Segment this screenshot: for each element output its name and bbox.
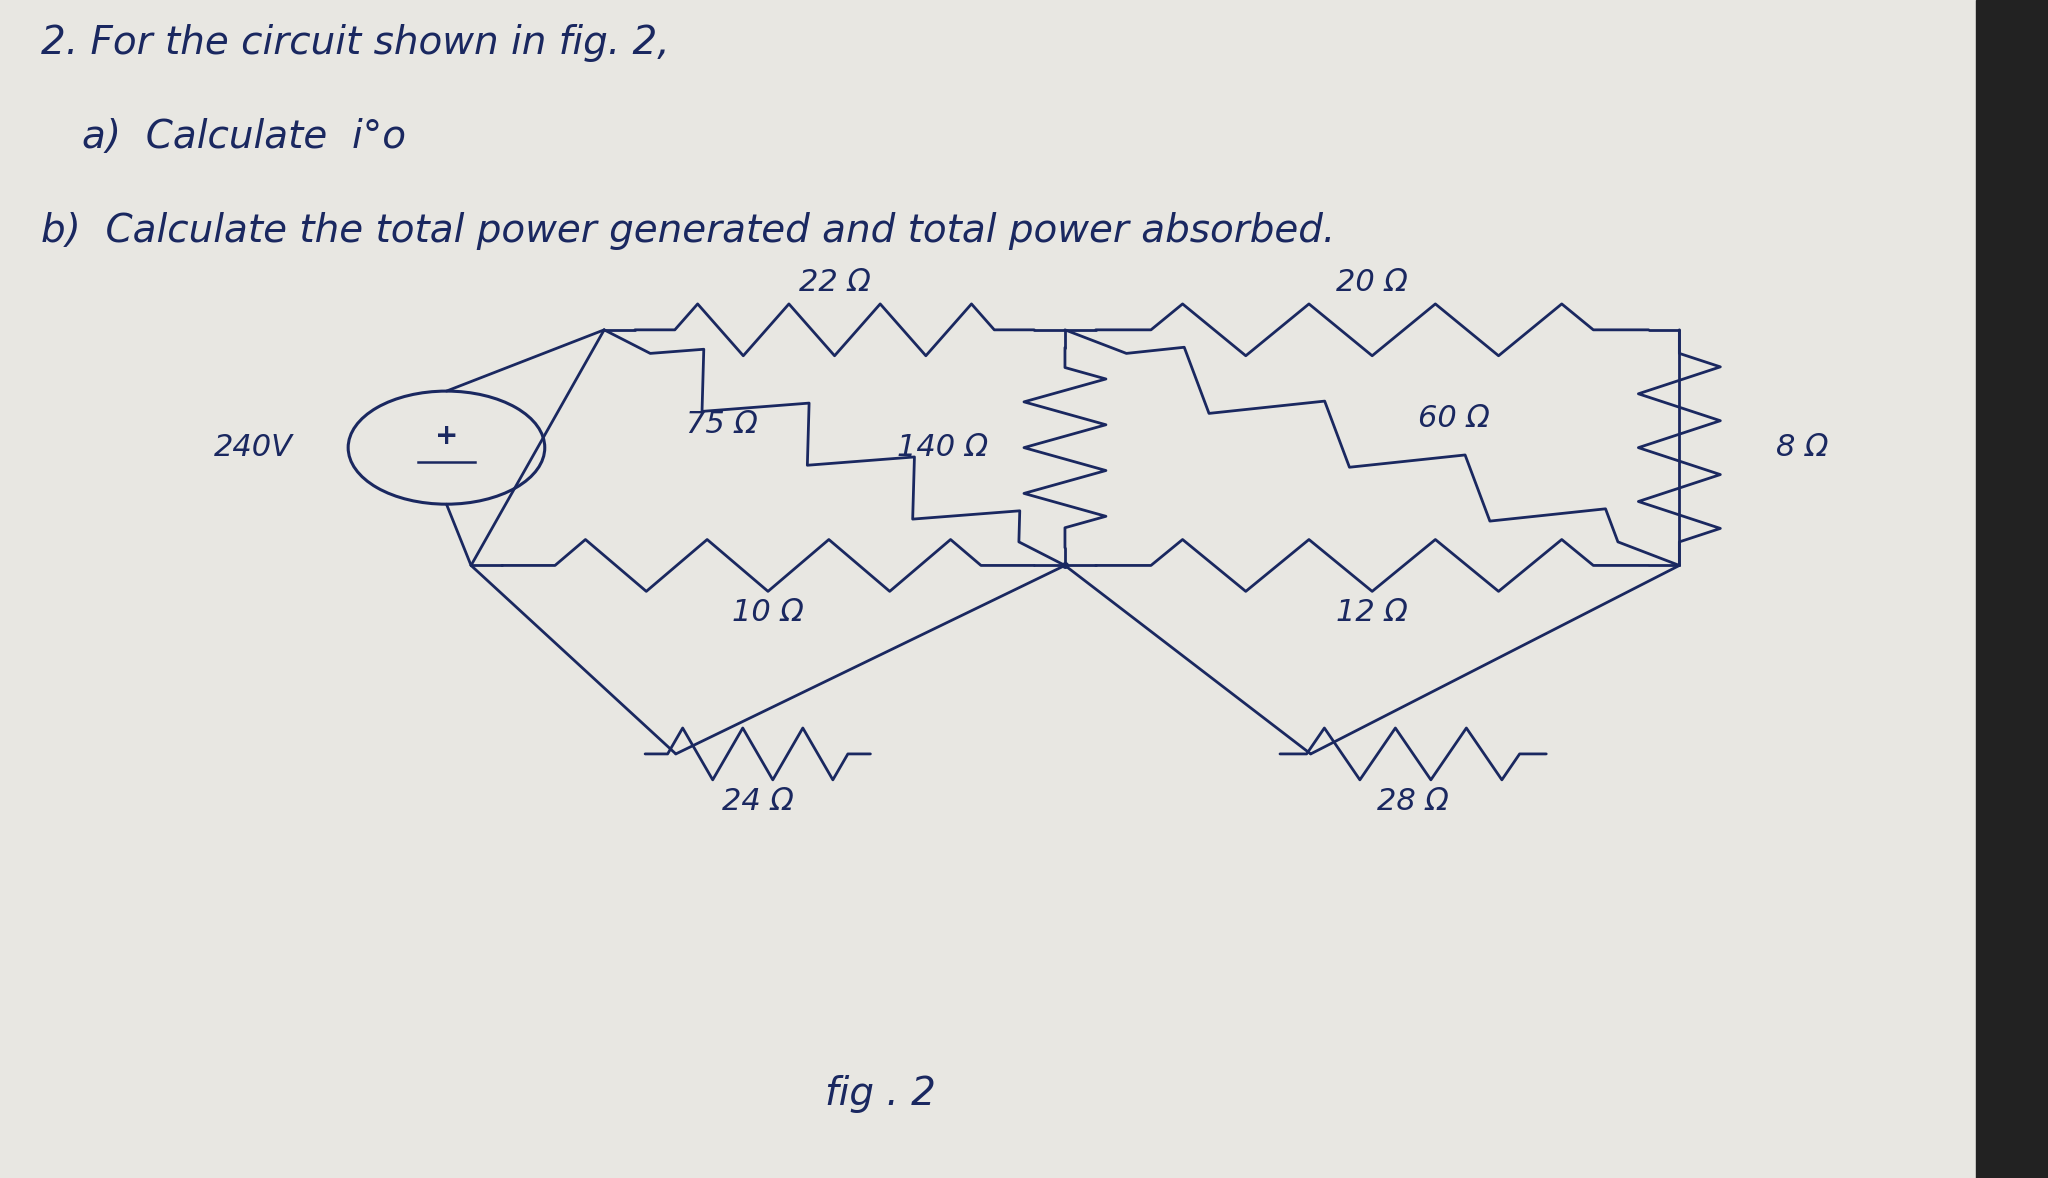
Text: 24 Ω: 24 Ω: [721, 787, 795, 815]
Text: 240V: 240V: [213, 434, 293, 462]
Bar: [1976, 0, 2048, 1178]
Text: 20 Ω: 20 Ω: [1335, 269, 1409, 297]
Text: fig . 2: fig . 2: [825, 1076, 936, 1113]
Text: 22 Ω: 22 Ω: [799, 269, 870, 297]
Text: 60 Ω: 60 Ω: [1417, 404, 1491, 432]
Text: 10 Ω: 10 Ω: [731, 598, 805, 627]
Text: b)  Calculate the total power generated and total power absorbed.: b) Calculate the total power generated a…: [41, 212, 1335, 250]
Text: 28 Ω: 28 Ω: [1376, 787, 1450, 815]
Text: 140 Ω: 140 Ω: [897, 434, 987, 462]
Text: 2. For the circuit shown in fig. 2,: 2. For the circuit shown in fig. 2,: [41, 24, 670, 61]
Text: 8 Ω: 8 Ω: [1776, 434, 1829, 462]
Text: a)  Calculate  i°o: a) Calculate i°o: [82, 118, 406, 155]
Text: 12 Ω: 12 Ω: [1335, 598, 1409, 627]
Text: +: +: [434, 422, 459, 450]
Text: 75 Ω: 75 Ω: [686, 410, 758, 438]
